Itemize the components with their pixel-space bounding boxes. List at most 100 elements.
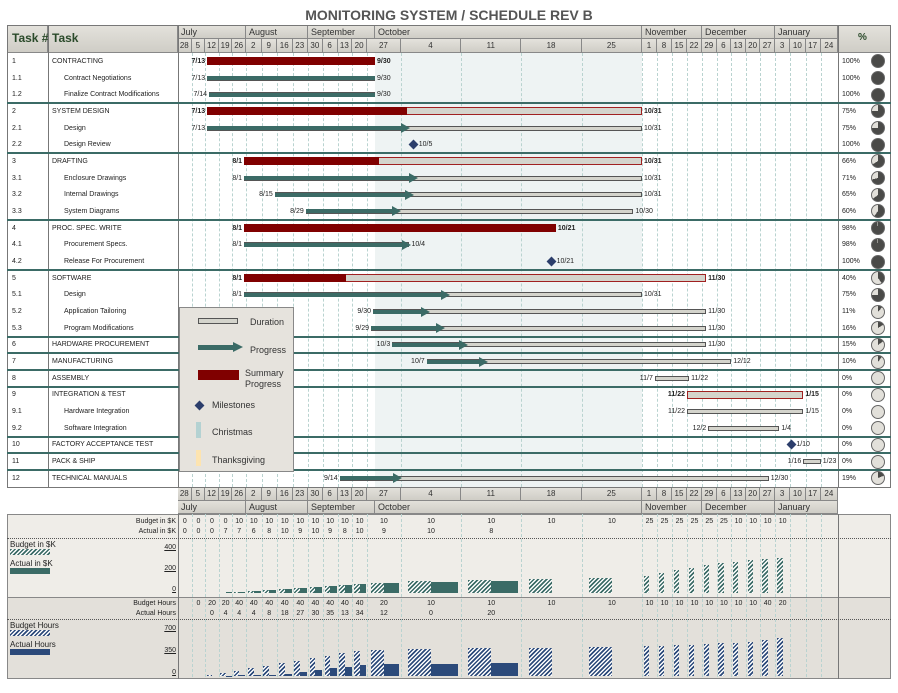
gridline xyxy=(400,514,402,677)
duration-bar[interactable] xyxy=(708,425,780,431)
hours-budget-value: 10 xyxy=(749,600,757,607)
hours-actual-bar xyxy=(330,667,337,676)
percent-pie-icon xyxy=(871,304,885,319)
task-percent: 0% xyxy=(842,424,853,432)
bottom-month-july: July xyxy=(178,500,246,514)
cost-actual-value: 9 xyxy=(381,528,386,535)
cost-budget-bar xyxy=(354,583,360,593)
cost-budget-value: 25 xyxy=(690,518,699,525)
hours-budget-bar xyxy=(703,643,710,676)
hours-budget-bar xyxy=(339,653,345,676)
task-number: 2.1 xyxy=(12,124,22,132)
cost-actual-bar xyxy=(430,582,459,593)
gridline xyxy=(745,514,747,677)
task-percent: 100% xyxy=(842,258,860,265)
task-name: DRAFTING xyxy=(52,157,88,165)
bottom-week-4: 26 xyxy=(232,487,246,501)
gridline xyxy=(672,514,673,677)
legend-progress-swatch xyxy=(198,345,234,350)
duration-bar[interactable] xyxy=(339,475,769,481)
duration-bar[interactable] xyxy=(654,375,690,381)
gridline xyxy=(292,514,294,677)
task-percent: 60% xyxy=(842,207,857,215)
task-name: MANUFACTURING xyxy=(52,358,114,366)
hours-budget-row-label: Budget Hours xyxy=(133,600,176,607)
start-date-label: 8/1 xyxy=(232,224,243,232)
task-number: 9 xyxy=(12,391,16,399)
hours-axis-tick: 350 xyxy=(164,647,176,654)
progress-arrow-icon xyxy=(402,239,412,250)
cost-budget-bar xyxy=(247,590,254,593)
task-number: 4.2 xyxy=(12,258,22,265)
bottom-month-september: September xyxy=(308,500,375,514)
bottom-week-7: 16 xyxy=(277,487,293,501)
milestone-date: 10/5 xyxy=(418,141,433,149)
start-date-label: 7/13 xyxy=(191,74,206,82)
gridline xyxy=(352,514,354,677)
progress-arrow-icon xyxy=(436,323,446,334)
hours-budget-value: 10 xyxy=(547,600,556,607)
cost-budget-value: 10 xyxy=(427,518,435,525)
percent-pie-icon xyxy=(871,404,885,419)
task-percent: 75% xyxy=(842,107,857,115)
week-2: 12 xyxy=(205,39,219,53)
group-separator xyxy=(7,352,891,355)
cost-budget-value: 10 xyxy=(355,518,364,525)
percent-pie-icon xyxy=(871,171,885,186)
week-24: 13 xyxy=(731,39,746,53)
cost-actual-value: 0 xyxy=(210,528,214,535)
task-name: TECHNICAL MANUALS xyxy=(52,474,128,482)
cost-budget-value: 10 xyxy=(280,518,289,525)
task-percent: 0% xyxy=(842,458,853,466)
duration-bar[interactable] xyxy=(687,409,804,415)
end-date-label: 10/31 xyxy=(644,124,662,132)
cost-budget-value: 25 xyxy=(645,518,654,525)
dotted-divider xyxy=(7,619,891,620)
progress-bar xyxy=(244,176,412,181)
cost-actual-value: 0 xyxy=(182,528,187,535)
task-number: 3.2 xyxy=(12,191,22,199)
bottom-week-10: 6 xyxy=(322,487,338,501)
duration-bar[interactable] xyxy=(803,459,821,465)
percent-pie-icon xyxy=(871,321,885,336)
task-percent: 16% xyxy=(842,324,857,332)
month-january: January xyxy=(775,25,838,39)
task-name: Design Review xyxy=(64,141,111,149)
legend-milestones: Milestones xyxy=(212,400,256,410)
hours-actual-bar xyxy=(430,664,459,676)
legend-progress-arrow-icon xyxy=(233,342,243,352)
gantt-frame xyxy=(7,25,891,488)
start-date-label: 12/2 xyxy=(692,424,707,432)
hours-actual-value: 34 xyxy=(355,610,364,617)
milestone-date: 1/10 xyxy=(796,441,810,449)
hours-actual-value: 12 xyxy=(380,610,388,617)
task-percent: 11% xyxy=(842,308,856,316)
cost-budget-bar xyxy=(776,558,783,593)
bottom-week-9: 30 xyxy=(308,487,323,501)
progress-arrow-icon xyxy=(393,473,403,484)
hours-budget-value: 10 xyxy=(487,600,496,607)
bottom-week-20: 15 xyxy=(672,487,687,501)
summary-progress-fill xyxy=(244,224,556,233)
start-date-label: 8/1 xyxy=(232,291,243,299)
hours-budget-value: 40 xyxy=(235,600,244,607)
end-date-label: 10/31 xyxy=(644,291,662,299)
hours-budget-value: 40 xyxy=(249,600,258,607)
start-date-label: 9/14 xyxy=(323,474,338,482)
bottom-week-14: 4 xyxy=(400,487,462,501)
hours-budget-bar xyxy=(324,655,331,676)
bottom-week-27: 3 xyxy=(775,487,791,501)
hours-budget-bar xyxy=(588,647,612,676)
summary-bar[interactable] xyxy=(687,390,804,399)
cost-budget-bar xyxy=(263,589,270,593)
bottom-week-19: 8 xyxy=(657,487,672,501)
progress-arrow-icon xyxy=(392,206,402,217)
bottom-week-1: 5 xyxy=(191,487,206,501)
cost-budget-legend-swatch xyxy=(10,549,50,555)
task-name: PROC. SPEC. WRITE xyxy=(52,224,122,232)
cost-budget-value: 10 xyxy=(249,518,258,525)
gridline xyxy=(337,514,339,677)
hours-budget-bar xyxy=(673,645,680,676)
week-22: 29 xyxy=(702,39,717,53)
hours-budget-value: 10 xyxy=(645,600,654,607)
